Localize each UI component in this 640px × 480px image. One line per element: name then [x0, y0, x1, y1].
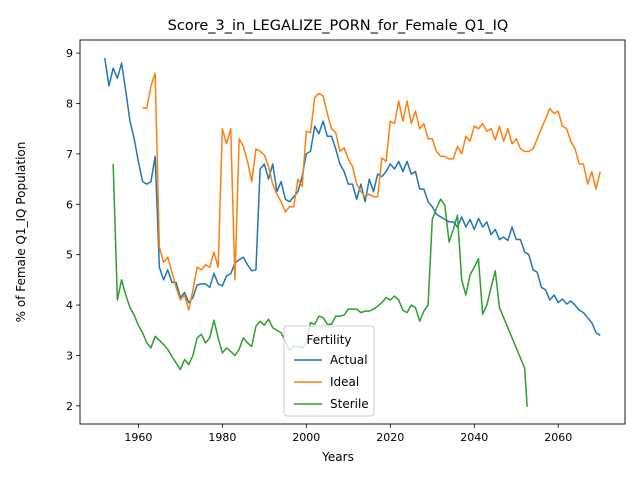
plot-frame	[79, 39, 626, 425]
x-tick-label: 2040	[460, 431, 488, 444]
series-line-actual	[104, 58, 601, 336]
y-tick-label: 3	[66, 349, 73, 362]
y-tick-label: 2	[66, 400, 73, 413]
legend-label-actual: Actual	[330, 353, 368, 367]
x-axis: 1960 1980 2000 2020 2040 2060	[124, 424, 572, 444]
x-tick-label: 2020	[376, 431, 404, 444]
legend-box	[283, 325, 375, 417]
chart-title: Score_3_in_LEGALIZE_PORN_for_Female_Q1_I…	[168, 18, 509, 34]
series-line-ideal	[142, 72, 601, 311]
x-tick-label: 2060	[544, 431, 572, 444]
legend-label-sterile: Sterile	[330, 397, 369, 411]
y-axis-label: % of Female Q1_IQ Population	[14, 142, 28, 323]
legend: Fertility Actual Ideal Sterile	[283, 325, 375, 417]
x-tick-label: 1980	[208, 431, 236, 444]
x-axis-label: Years	[321, 450, 354, 464]
y-tick-label: 4	[66, 299, 73, 312]
x-tick-label: 2000	[292, 431, 320, 444]
y-tick-label: 6	[66, 198, 73, 211]
plot-lines	[104, 58, 601, 407]
y-tick-label: 8	[66, 97, 73, 110]
y-tick-label: 5	[66, 249, 73, 262]
y-tick-label: 9	[66, 47, 73, 60]
y-axis: 2 3 4 5 6 7 8 9	[66, 47, 80, 413]
legend-title: Fertility	[306, 333, 351, 347]
legend-items: Actual Ideal Sterile	[294, 353, 369, 411]
series-line-sterile	[112, 163, 528, 407]
legend-label-ideal: Ideal	[330, 375, 359, 389]
x-tick-label: 1960	[124, 431, 152, 444]
y-tick-label: 7	[66, 148, 73, 161]
